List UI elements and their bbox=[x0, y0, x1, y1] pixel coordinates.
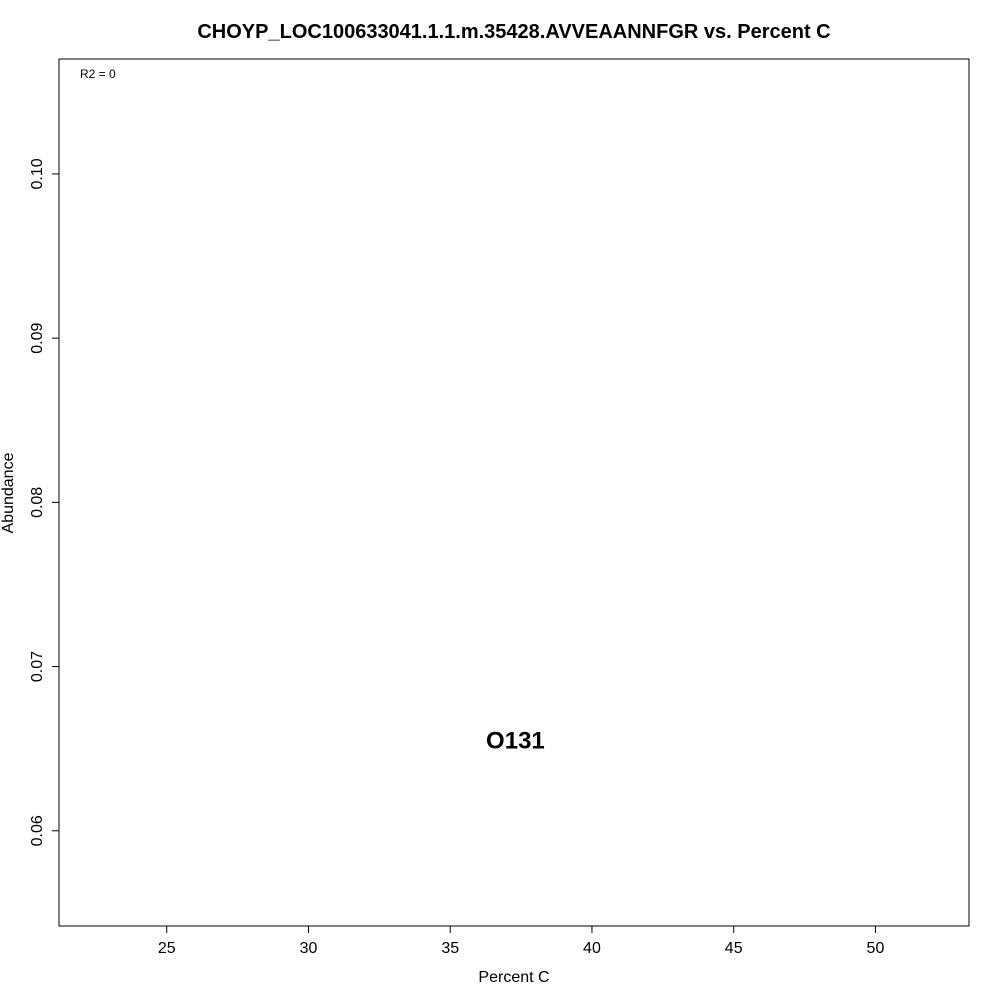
x-tick-label: 50 bbox=[867, 940, 885, 957]
y-tick-label: 0.08 bbox=[29, 487, 46, 518]
y-tick-label: 0.09 bbox=[29, 322, 46, 353]
y-tick-label: 0.06 bbox=[29, 815, 46, 846]
data-point-label: O131 bbox=[486, 727, 545, 754]
x-tick-label: 25 bbox=[158, 940, 176, 957]
chart-title: CHOYP_LOC100633041.1.1.m.35428.AVVEAANNF… bbox=[197, 21, 830, 43]
y-tick-label: 0.07 bbox=[29, 651, 46, 682]
data-points: O131 bbox=[486, 727, 545, 754]
x-tick-label: 40 bbox=[583, 940, 601, 957]
r2-annotation: R2 = 0 bbox=[80, 67, 116, 81]
y-axis-label: Abundance bbox=[0, 452, 17, 533]
x-axis-label: Percent C bbox=[478, 969, 549, 986]
x-tick-label: 45 bbox=[725, 940, 743, 957]
plot-area bbox=[58, 58, 970, 927]
y-tick-label: 0.10 bbox=[29, 158, 46, 189]
y-axis: 0.06 0.07 0.08 0.09 0.10 bbox=[29, 158, 59, 846]
x-tick-label: 35 bbox=[441, 940, 459, 957]
x-tick-label: 30 bbox=[300, 940, 318, 957]
x-axis: 25 30 35 40 45 50 bbox=[158, 926, 885, 957]
